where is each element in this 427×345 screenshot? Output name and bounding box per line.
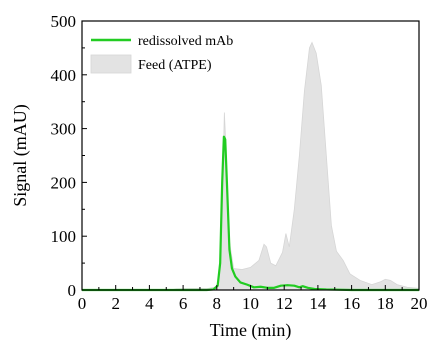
series-area-feed-atpe [82,41,420,291]
plot-frame [81,20,420,291]
x-tick-label: 16 [343,294,360,313]
y-tick-label: 300 [51,120,77,139]
y-tick-label: 0 [68,281,77,300]
legend-label: redissolved mAb [138,34,233,49]
x-tick-label: 0 [78,294,87,313]
y-axis-title: Signal (mAU) [10,104,31,207]
x-tick-label: 20 [411,294,427,313]
legend-swatch-feed-atpe [90,54,132,74]
y-tick-label: 100 [51,227,77,246]
legend-label: Feed (ATPE) [138,58,212,73]
x-tick-label: 18 [377,294,394,313]
x-tick-label: 8 [213,294,222,313]
x-tick-label: 14 [309,294,327,313]
series-layer [82,41,420,292]
y-tick-label: 500 [51,12,77,31]
x-tick-label: 2 [111,294,120,313]
x-axis-title: Time (min) [210,320,292,341]
x-tick-label: 12 [276,294,293,313]
legend: redissolved mAb Feed (ATPE) [90,34,233,74]
x-tick-label: 6 [179,294,188,313]
x-tick-label: 4 [145,294,154,313]
y-tick-label: 400 [51,66,77,85]
y-tick-label: 200 [51,173,77,192]
x-tick-label: 10 [242,294,259,313]
